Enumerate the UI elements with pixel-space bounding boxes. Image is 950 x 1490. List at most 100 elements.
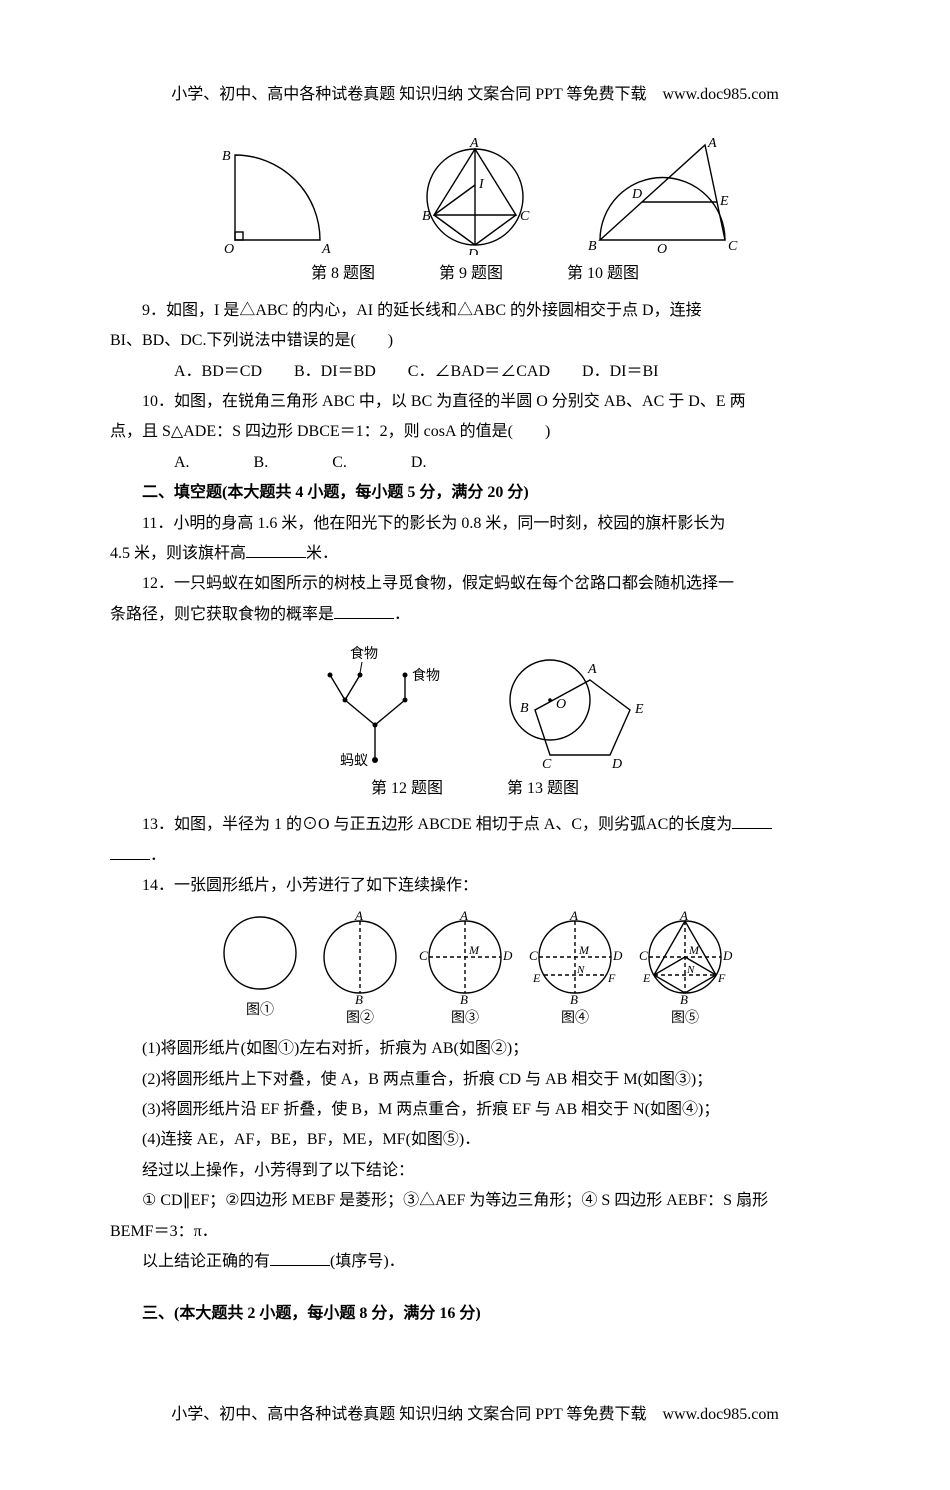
- figures-12-13: 食物 食物 蚂蚁 O A E D C B: [110, 640, 840, 770]
- q12-c: ．: [394, 606, 410, 623]
- blank-13b: [110, 844, 150, 859]
- label-M: M: [578, 943, 590, 957]
- q14-conc2b: BEMF＝3：π．: [110, 1217, 840, 1247]
- q13-line2: ．: [110, 841, 840, 871]
- q10-options: A. B. C. D.: [110, 448, 840, 478]
- label-D: D: [467, 247, 478, 255]
- label-B: B: [355, 992, 363, 1004]
- label-B: B: [422, 209, 431, 224]
- caption-9: 第 9 题图: [439, 259, 503, 289]
- figure-12-svg: 食物 食物 蚂蚁: [300, 640, 450, 770]
- q11-line1: 11．小明的身高 1.6 米，他在阳光下的影长为 0.8 米，同一时刻，校园的旗…: [110, 509, 840, 539]
- q14-step2: (2)将圆形纸片上下对叠，使 A，B 两点重合，折痕 CD 与 AB 相交于 M…: [110, 1065, 840, 1095]
- page-footer: 小学、初中、高中各种试卷真题 知识归纳 文案合同 PPT 等免费下载 www.d…: [110, 1400, 840, 1430]
- label-food-2: 食物: [412, 667, 440, 684]
- figure-14-3-label: 图③: [417, 1006, 513, 1033]
- label-D: D: [631, 187, 642, 202]
- label-C: C: [639, 948, 648, 963]
- label-M: M: [688, 943, 700, 957]
- label-ant: 蚂蚁: [340, 753, 368, 769]
- q13-line1: 13．如图，半径为 1 的⊙O 与正五边形 ABCDE 相切于点 A、C，则劣弧…: [110, 810, 840, 840]
- blank-13a: [732, 814, 772, 829]
- label-A: A: [459, 910, 468, 923]
- section-3-title: 三、(本大题共 2 小题，每小题 8 分，满分 16 分): [110, 1299, 840, 1329]
- captions-8-9-10: 第 8 题图 第 9 题图 第 10 题图: [110, 259, 840, 289]
- figures-8-9-10: B O A A B C I D: [110, 135, 840, 255]
- q9-line2: BI、BD、DC.下列说法中错误的是( ): [110, 326, 840, 356]
- label-D: D: [502, 948, 513, 963]
- figure-10-svg: A B C D E O: [580, 135, 740, 255]
- label-B: B: [680, 992, 688, 1004]
- label-C: C: [728, 239, 738, 254]
- q11-c: 米．: [306, 545, 338, 562]
- q14-step3: (3)将圆形纸片沿 EF 折叠，使 B，M 两点重合，折痕 EF 与 AB 相交…: [110, 1095, 840, 1125]
- label-E: E: [719, 194, 729, 209]
- label-A: A: [569, 910, 578, 923]
- figures-14-series: 图① A B 图② A B C: [110, 910, 840, 1033]
- label-D: D: [612, 948, 623, 963]
- label-B: B: [570, 992, 578, 1004]
- label-C: C: [520, 209, 530, 224]
- section-2-title: 二、填空题(本大题共 4 小题，每小题 5 分，满分 20 分): [110, 478, 840, 508]
- q14-step4: (4)连接 AE，AF，BE，BF，ME，MF(如图⑤)．: [110, 1125, 840, 1155]
- q14-c3a: 以上结论正确的有: [142, 1253, 270, 1270]
- label-C: C: [529, 948, 538, 963]
- label-A: A: [679, 910, 688, 923]
- q14-conc3: 以上结论正确的有 (填序号)．: [110, 1247, 840, 1277]
- q12-b: 条路径，则它获取食物的概率是: [110, 606, 334, 623]
- label-A: A: [469, 136, 479, 151]
- q14-step1: (1)将圆形纸片(如图①)左右对折，折痕为 AB(如图②)；: [110, 1034, 840, 1064]
- label-B: B: [222, 149, 231, 164]
- q14-c3b: (填序号)．: [330, 1253, 405, 1270]
- blank-14: [270, 1251, 330, 1266]
- label-B: B: [520, 701, 529, 716]
- label-N: N: [576, 964, 585, 976]
- label-I: I: [478, 177, 485, 192]
- label-F: F: [607, 971, 616, 985]
- q13-b: ．: [150, 847, 166, 864]
- q13-a: 13．如图，半径为 1 的⊙O 与正五边形 ABCDE 相切于点 A、C，则劣弧…: [142, 816, 732, 833]
- label-A: A: [587, 662, 597, 677]
- figure-14-3-svg: A B C D M: [417, 910, 513, 1004]
- figure-13-svg: O A E D C B: [480, 640, 650, 770]
- label-A: A: [354, 910, 363, 923]
- figure-14-5-label: 图⑤: [637, 1006, 733, 1033]
- page-header: 小学、初中、高中各种试卷真题 知识归纳 文案合同 PPT 等免费下载 www.d…: [110, 80, 840, 110]
- label-N: N: [686, 964, 695, 976]
- figure-14-4-svg: A B C D M E F N: [527, 910, 623, 1004]
- figure-8-svg: B O A: [210, 135, 370, 255]
- label-E: E: [532, 971, 541, 985]
- q11-b: 4.5 米，则该旗杆高: [110, 545, 246, 562]
- q14-conc1: 经过以上操作，小芳得到了以下结论：: [110, 1156, 840, 1186]
- label-B: B: [460, 992, 468, 1004]
- figure-14-1-label: 图①: [217, 998, 303, 1025]
- label-D: D: [611, 757, 622, 770]
- label-C: C: [419, 948, 428, 963]
- label-O: O: [224, 242, 234, 255]
- q11-line2: 4.5 米，则该旗杆高 米．: [110, 539, 840, 569]
- q14-conc2a: ① CD∥EF；②四边形 MEBF 是菱形；③△AEF 为等边三角形；④ S 四…: [110, 1186, 840, 1216]
- q12-line2: 条路径，则它获取食物的概率是 ．: [110, 600, 840, 630]
- label-A: A: [707, 136, 717, 151]
- q12-line1: 12．一只蚂蚁在如图所示的树枝上寻觅食物，假定蚂蚁在每个岔路口都会随机选择一: [110, 569, 840, 599]
- figure-14-1-svg: [217, 910, 303, 996]
- figure-14-2-label: 图②: [317, 1006, 403, 1033]
- caption-8: 第 8 题图: [311, 259, 375, 289]
- figure-14-2-svg: A B: [317, 910, 403, 1004]
- blank-12: [334, 603, 394, 618]
- label-food-1: 食物: [350, 645, 378, 662]
- label-A: A: [321, 242, 331, 255]
- label-F: F: [717, 971, 726, 985]
- label-E: E: [642, 971, 651, 985]
- label-M: M: [468, 943, 480, 957]
- label-D: D: [722, 948, 733, 963]
- q14-line1: 14．一张圆形纸片，小芳进行了如下连续操作：: [110, 871, 840, 901]
- q9-options: A．BD＝CD B．DI＝BD C．∠BAD＝∠CAD D．DI＝BI: [110, 357, 840, 387]
- caption-12: 第 12 题图: [371, 774, 443, 804]
- q10-line2: 点，且 S△ADE：S 四边形 DBCE＝1：2，则 cosA 的值是( ): [110, 417, 840, 447]
- label-E: E: [634, 702, 644, 717]
- q10-line1: 10．如图，在锐角三角形 ABC 中，以 BC 为直径的半圆 O 分别交 AB、…: [110, 387, 840, 417]
- q9-line1: 9．如图，I 是△ABC 的内心，AI 的延长线和△ABC 的外接圆相交于点 D…: [110, 296, 840, 326]
- figure-14-4-label: 图④: [527, 1006, 623, 1033]
- caption-13: 第 13 题图: [507, 774, 579, 804]
